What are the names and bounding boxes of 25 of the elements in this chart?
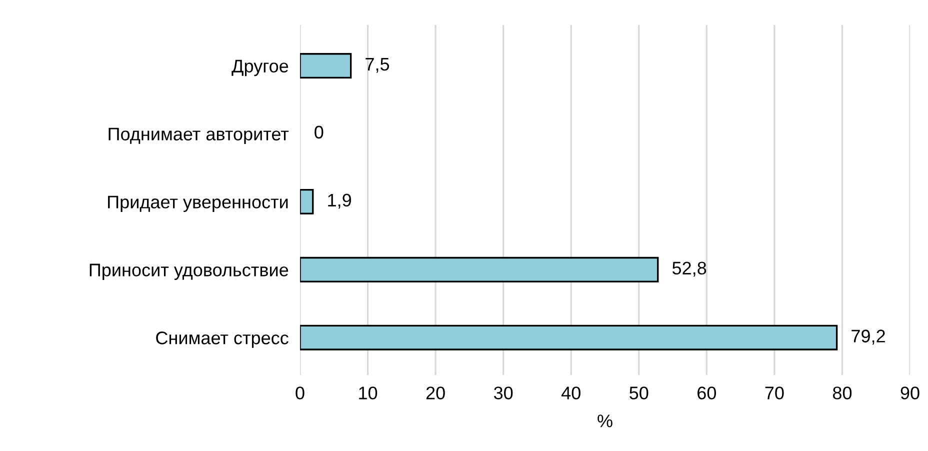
x-tick-label: 80 — [832, 386, 852, 400]
data-label: 52,8 — [672, 262, 706, 277]
bar — [300, 324, 838, 350]
data-label: 1,9 — [328, 194, 352, 209]
x-tick-label: 90 — [900, 386, 920, 400]
x-tick-label: 20 — [426, 386, 445, 400]
data-label: 7,5 — [366, 58, 390, 73]
x-tick-label: 30 — [494, 386, 513, 400]
data-label: 79,2 — [852, 330, 885, 345]
bar — [300, 188, 314, 214]
x-tick-label: 60 — [698, 386, 716, 400]
x-tick-label: 10 — [359, 386, 378, 400]
y-tick-label: Приносит удовольствие — [90, 264, 288, 280]
x-tick-label: 0 — [296, 386, 304, 400]
y-tick-label: Другое — [232, 60, 288, 76]
y-tick-label: Придает уверенности — [108, 196, 288, 212]
y-tick-label: Поднимает авторитет — [108, 128, 289, 144]
bar — [300, 256, 659, 282]
x-tick-label: 50 — [630, 386, 648, 400]
x-tick-label: 40 — [561, 386, 580, 400]
bar — [300, 53, 352, 79]
y-tick-label: Снимает стресс — [156, 332, 288, 348]
x-axis-title: % — [598, 414, 612, 428]
data-label: 0 — [314, 126, 324, 139]
x-tick-label: 70 — [765, 386, 784, 400]
